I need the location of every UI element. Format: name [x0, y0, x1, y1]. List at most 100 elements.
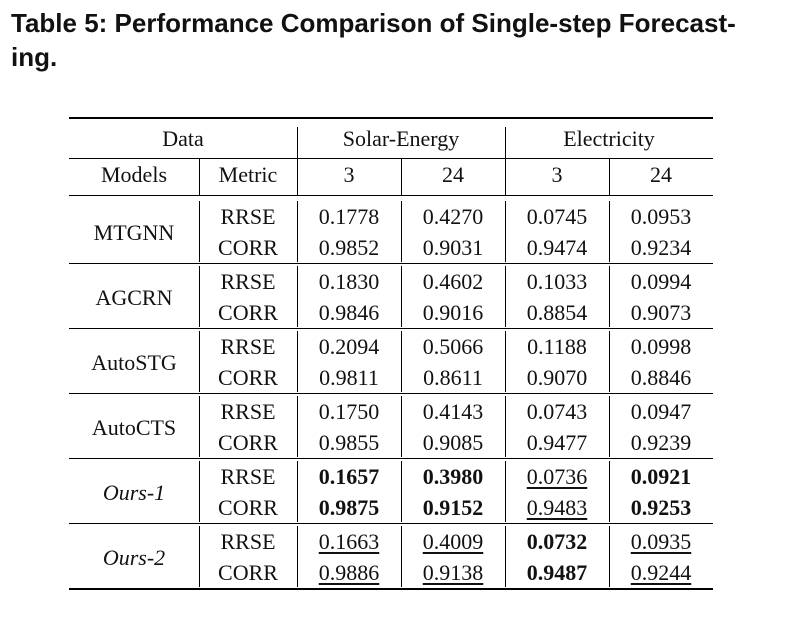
- results-table: Data Solar-Energy Electricity Models Met…: [69, 117, 713, 605]
- table-cell: 0.9886: [318, 560, 380, 585]
- caption-line-1: Table 5: Performance Comparison of Singl…: [11, 8, 736, 38]
- table-cell: 0.9253: [630, 495, 692, 520]
- table-cell: 0.0935: [630, 529, 692, 554]
- header-models-label: Models: [101, 162, 167, 187]
- model-name: AGCRN: [95, 285, 173, 310]
- table-cell: 0.0953: [630, 204, 692, 229]
- group-rule: [69, 458, 713, 459]
- vrule: [505, 201, 506, 262]
- header-metric-label: Metric: [218, 162, 278, 187]
- table-cell: 0.8846: [630, 365, 692, 390]
- vrule: [505, 266, 506, 327]
- header-mid-rule: [69, 158, 713, 159]
- bottom-rule: [69, 588, 713, 590]
- vrule: [199, 526, 200, 587]
- table-cell: 0.4602: [422, 269, 484, 294]
- table-cell: 0.9811: [319, 365, 379, 390]
- table-cell: 0.9875: [318, 495, 380, 520]
- header-bottom-rule: [69, 195, 713, 196]
- group-rule: [69, 328, 713, 329]
- vrule: [297, 396, 298, 457]
- metric-label: CORR: [218, 560, 278, 585]
- vrule: [401, 158, 402, 195]
- metric-label: CORR: [218, 235, 278, 260]
- header-horizon: 3: [343, 162, 355, 187]
- table-cell: 0.0947: [630, 399, 692, 424]
- vrule: [401, 331, 402, 392]
- metric-label: CORR: [218, 300, 278, 325]
- table-cell: 0.9085: [422, 430, 484, 455]
- table-cell: 0.1778: [318, 204, 380, 229]
- table-cell: 0.4143: [422, 399, 484, 424]
- model-name: AutoSTG: [91, 350, 177, 375]
- vrule: [505, 461, 506, 522]
- table-cell: 0.9477: [526, 430, 588, 455]
- table-cell: 0.9152: [422, 495, 484, 520]
- metric-label: RRSE: [220, 269, 276, 294]
- header-horizon: 24: [650, 162, 672, 187]
- table-cell: 0.9483: [526, 495, 588, 520]
- table-cell: 0.5066: [422, 334, 484, 359]
- table-cell: 0.9234: [630, 235, 692, 260]
- caption-line-2: ing.: [11, 42, 58, 72]
- table-cell: 0.0998: [630, 334, 692, 359]
- table-cell: 0.2094: [318, 334, 380, 359]
- table-cell: 0.9138: [422, 560, 484, 585]
- vrule: [401, 461, 402, 522]
- metric-label: RRSE: [220, 399, 276, 424]
- table-cell: 0.0743: [526, 399, 588, 424]
- table-cell: 0.9852: [318, 235, 380, 260]
- table-cell: 0.9244: [630, 560, 692, 585]
- metric-label: RRSE: [220, 334, 276, 359]
- table-cell: 0.8611: [423, 365, 483, 390]
- group-rule: [69, 393, 713, 394]
- model-name: Ours-2: [102, 545, 166, 570]
- vrule: [297, 461, 298, 522]
- header-data-label: Data: [162, 126, 204, 151]
- table-cell: 0.0732: [526, 529, 588, 554]
- vrule: [297, 526, 298, 587]
- vrule: [199, 461, 200, 522]
- table-cell: 0.9073: [630, 300, 692, 325]
- table-cell: 0.0736: [526, 464, 588, 489]
- table-cell: 0.1033: [526, 269, 588, 294]
- model-name: AutoCTS: [91, 415, 177, 440]
- vrule: [297, 266, 298, 327]
- table-cell: 0.9016: [422, 300, 484, 325]
- vrule: [199, 158, 200, 195]
- table-cell: 0.1188: [527, 334, 587, 359]
- metric-label: RRSE: [220, 464, 276, 489]
- header-horizon: 3: [551, 162, 563, 187]
- table-cell: 0.1657: [318, 464, 380, 489]
- vrule: [609, 201, 610, 262]
- metric-label: CORR: [218, 430, 278, 455]
- table-cell: 0.9031: [422, 235, 484, 260]
- table-cell: 0.9487: [526, 560, 588, 585]
- metric-label: RRSE: [220, 529, 276, 554]
- vrule: [505, 331, 506, 392]
- vrule: [505, 127, 506, 195]
- vrule: [505, 526, 506, 587]
- group-rule: [69, 263, 713, 264]
- vrule: [609, 266, 610, 327]
- table-cell: 0.9070: [526, 365, 588, 390]
- vrule: [297, 127, 298, 195]
- metric-label: CORR: [218, 365, 278, 390]
- header-dataset-solar: Solar-Energy: [342, 126, 460, 151]
- group-rule: [69, 523, 713, 524]
- vrule: [401, 266, 402, 327]
- vrule: [297, 201, 298, 262]
- model-name: MTGNN: [93, 220, 175, 245]
- metric-label: CORR: [218, 495, 278, 520]
- vrule: [401, 526, 402, 587]
- vrule: [505, 396, 506, 457]
- table-cell: 0.9846: [318, 300, 380, 325]
- table-cell: 0.0994: [630, 269, 692, 294]
- vrule: [199, 331, 200, 392]
- vrule: [609, 158, 610, 195]
- table-cell: 0.4270: [422, 204, 484, 229]
- table-cell: 0.1663: [318, 529, 380, 554]
- vrule: [609, 526, 610, 587]
- table-cell: 0.0921: [630, 464, 692, 489]
- table-cell: 0.0745: [526, 204, 588, 229]
